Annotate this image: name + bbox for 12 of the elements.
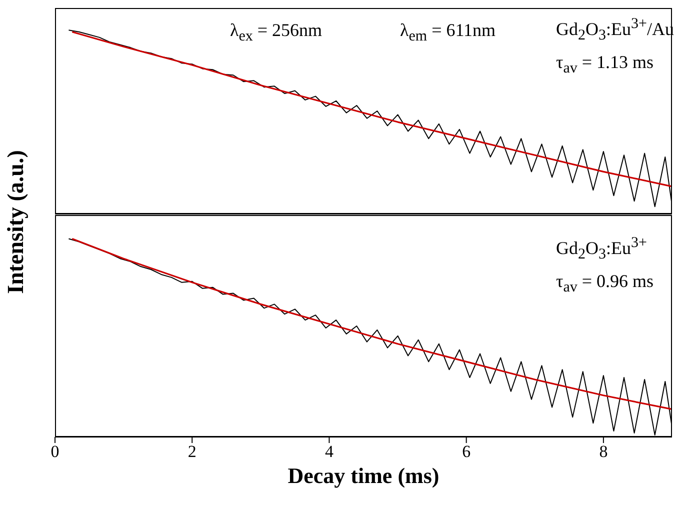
annotation: Gd$_{2}$O$_{3}$:Eu$^{3+}$	[556, 235, 647, 264]
x-tick-label: 2	[188, 442, 196, 462]
annotation: λ$_{ex}$ = 256nm	[230, 20, 322, 46]
x-tick-label: 0	[50, 442, 60, 462]
x-tick-label: 8	[599, 442, 608, 462]
annotation: λ$_{em}$ = 611nm	[400, 20, 496, 46]
y-axis-title: Intensity (a.u.)	[3, 150, 29, 294]
x-tick-label: 4	[324, 442, 334, 462]
x-tick-label: 6	[462, 442, 471, 462]
annotation: τ$_{av}$ = 1.13 ms	[556, 52, 654, 78]
x-axis-title: Decay time (ms)	[286, 463, 440, 489]
annotation: τ$_{av}$ = 0.96 ms	[556, 271, 654, 297]
